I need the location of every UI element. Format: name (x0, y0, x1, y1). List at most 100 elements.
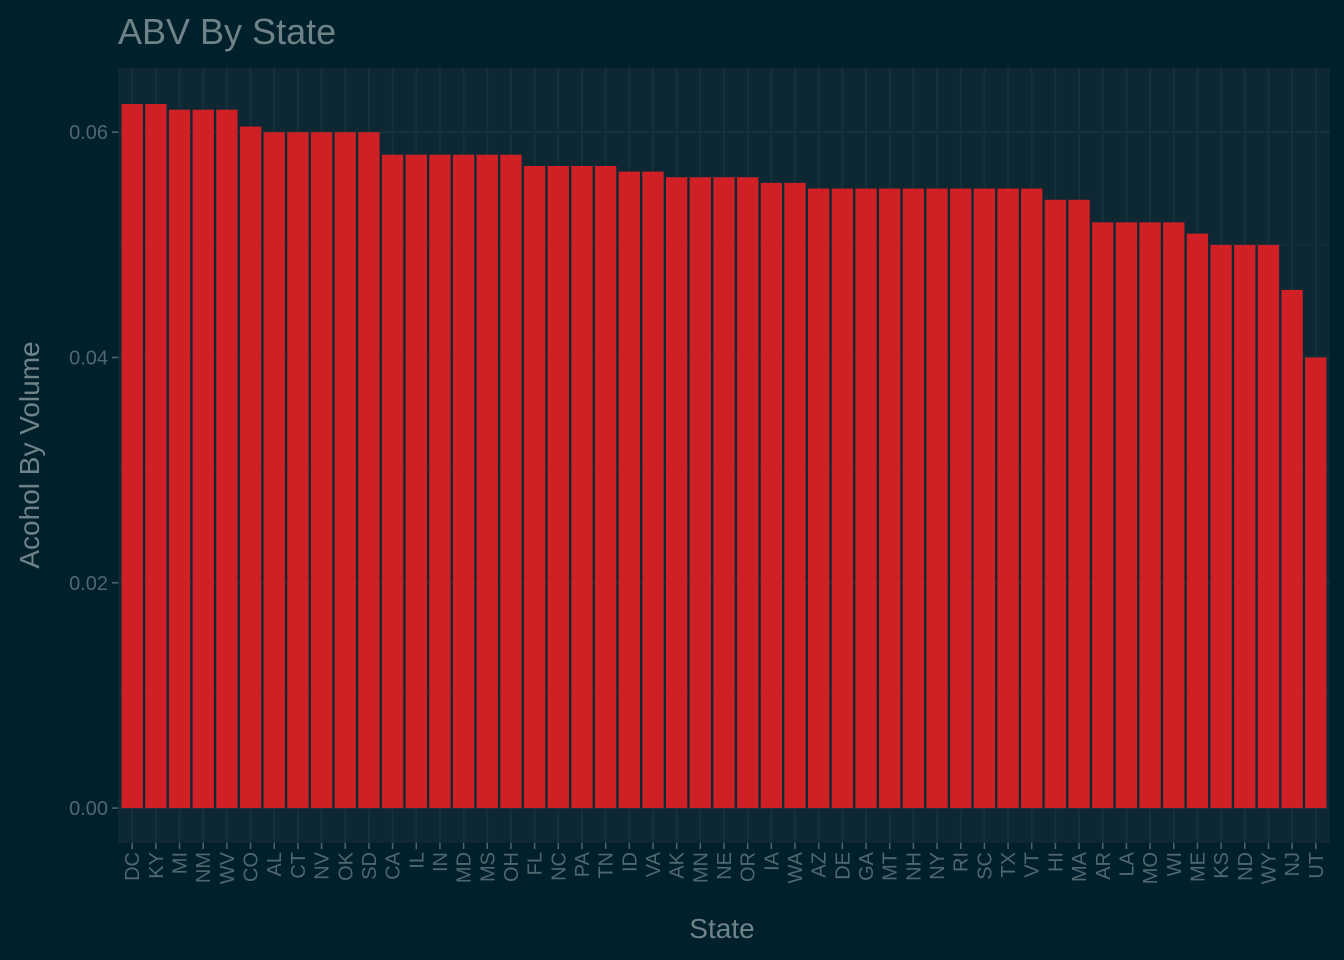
y-tick-label: 0.02 (69, 573, 108, 595)
x-tick-label: MA (1069, 851, 1091, 882)
bar-ne (713, 177, 735, 809)
x-tick-label: AR (1093, 852, 1115, 880)
bar-mi (168, 109, 191, 809)
x-tick-label: ID (619, 852, 641, 872)
x-tick-label: NY (927, 852, 949, 880)
bar-wa (784, 182, 806, 809)
bar-in (429, 154, 451, 809)
x-tick-label: MO (1140, 852, 1162, 884)
x-tick-label: KS (1211, 852, 1233, 879)
bar-or (737, 177, 759, 809)
bar-md (452, 154, 475, 809)
x-tick-label: MT (880, 852, 902, 881)
x-tick-label: CT (288, 852, 310, 879)
x-tick-label: NM (193, 852, 215, 883)
bar-me (1186, 233, 1209, 809)
bar-nh (902, 188, 925, 809)
x-tick-label: SC (974, 852, 996, 880)
bar-hi (1044, 199, 1067, 809)
y-tick-label: 0.00 (69, 798, 108, 820)
bar-wy (1257, 244, 1280, 809)
x-tick-label: CO (241, 852, 263, 882)
bar-mt (879, 188, 901, 809)
x-tick-label: FL (525, 852, 547, 875)
x-tick-label: MD (454, 852, 476, 883)
x-tick-label: NE (714, 852, 736, 880)
bar-nc (547, 166, 569, 809)
bar-ar (1092, 222, 1114, 809)
y-tick-label: 0.04 (69, 347, 108, 369)
x-axis-title: State (689, 913, 754, 944)
bar-ia (760, 182, 782, 809)
x-tick-label: ME (1187, 852, 1209, 882)
x-tick-label: ND (1235, 852, 1257, 881)
x-axis: DC KY MI NM WV CO AL CT NV OK SD CA IL IN MD MS OH FL NC PA… (122, 843, 1328, 884)
bar-nj (1281, 289, 1303, 809)
y-tick-label: 0.06 (69, 122, 108, 144)
bar-id (618, 171, 640, 809)
x-tick-label: TX (998, 852, 1020, 878)
x-tick-label: AL (264, 852, 286, 876)
bar-mn (689, 177, 711, 809)
x-tick-label: SD (359, 852, 381, 880)
bar-mo (1139, 222, 1161, 809)
x-tick-label: OK (335, 851, 357, 881)
x-tick-label: NJ (1282, 852, 1304, 876)
bar-il (405, 154, 427, 809)
x-tick-label: HI (1045, 852, 1067, 872)
chart-title: ABV By State (118, 11, 336, 52)
x-tick-label: UT (1306, 852, 1328, 879)
bar-vt (1021, 188, 1043, 809)
bar-ca (381, 154, 404, 809)
bar-ri (950, 188, 972, 809)
x-tick-label: CA (383, 851, 405, 879)
x-tick-label: NH (903, 852, 925, 881)
y-axis: 0.00 0.02 0.04 0.06 (69, 122, 118, 820)
y-axis-title: Acohol By Volume (14, 341, 45, 568)
x-tick-label: MI (170, 852, 192, 874)
bar-fl (523, 166, 546, 809)
x-tick-label: WV (217, 851, 239, 884)
x-tick-label: TN (596, 852, 618, 879)
bar-tx (997, 188, 1019, 809)
x-tick-label: NC (548, 852, 570, 881)
bar-pa (571, 166, 593, 809)
x-tick-label: WI (1164, 852, 1186, 876)
x-tick-label: AK (667, 851, 689, 878)
bar-oh (500, 154, 522, 809)
bar-nv (310, 132, 333, 809)
bars (121, 104, 1327, 809)
bar-ma (1068, 199, 1090, 809)
bar-sd (358, 132, 380, 809)
bar-ga (855, 188, 877, 809)
bar-wv (216, 109, 238, 809)
bar-la (1115, 222, 1138, 809)
bar-ak (666, 177, 688, 809)
bar-ct (287, 132, 309, 809)
x-tick-label: OH (501, 852, 523, 882)
bar-sc (973, 188, 996, 809)
bar-nd (1234, 244, 1256, 809)
x-tick-label: NV (312, 851, 334, 879)
bar-ok (334, 132, 356, 809)
bar-dc (121, 104, 143, 809)
x-tick-label: DC (122, 852, 144, 881)
x-tick-label: WA (785, 851, 807, 883)
bar-tn (594, 166, 617, 809)
x-tick-label: WY (1258, 852, 1280, 884)
x-tick-label: OR (738, 852, 760, 882)
x-tick-label: IL (406, 852, 428, 869)
bar-nm (192, 109, 214, 809)
x-tick-label: GA (856, 851, 878, 881)
x-tick-label: DE (832, 852, 854, 880)
bar-va (642, 171, 664, 809)
x-tick-label: PA (572, 851, 594, 877)
bar-co (239, 126, 262, 809)
x-tick-label: IN (430, 852, 452, 872)
x-tick-label: RI (951, 852, 973, 872)
x-tick-label: LA (1116, 851, 1138, 876)
bar-de (831, 188, 854, 809)
bar-ny (926, 188, 948, 809)
bar-wi (1163, 222, 1185, 809)
